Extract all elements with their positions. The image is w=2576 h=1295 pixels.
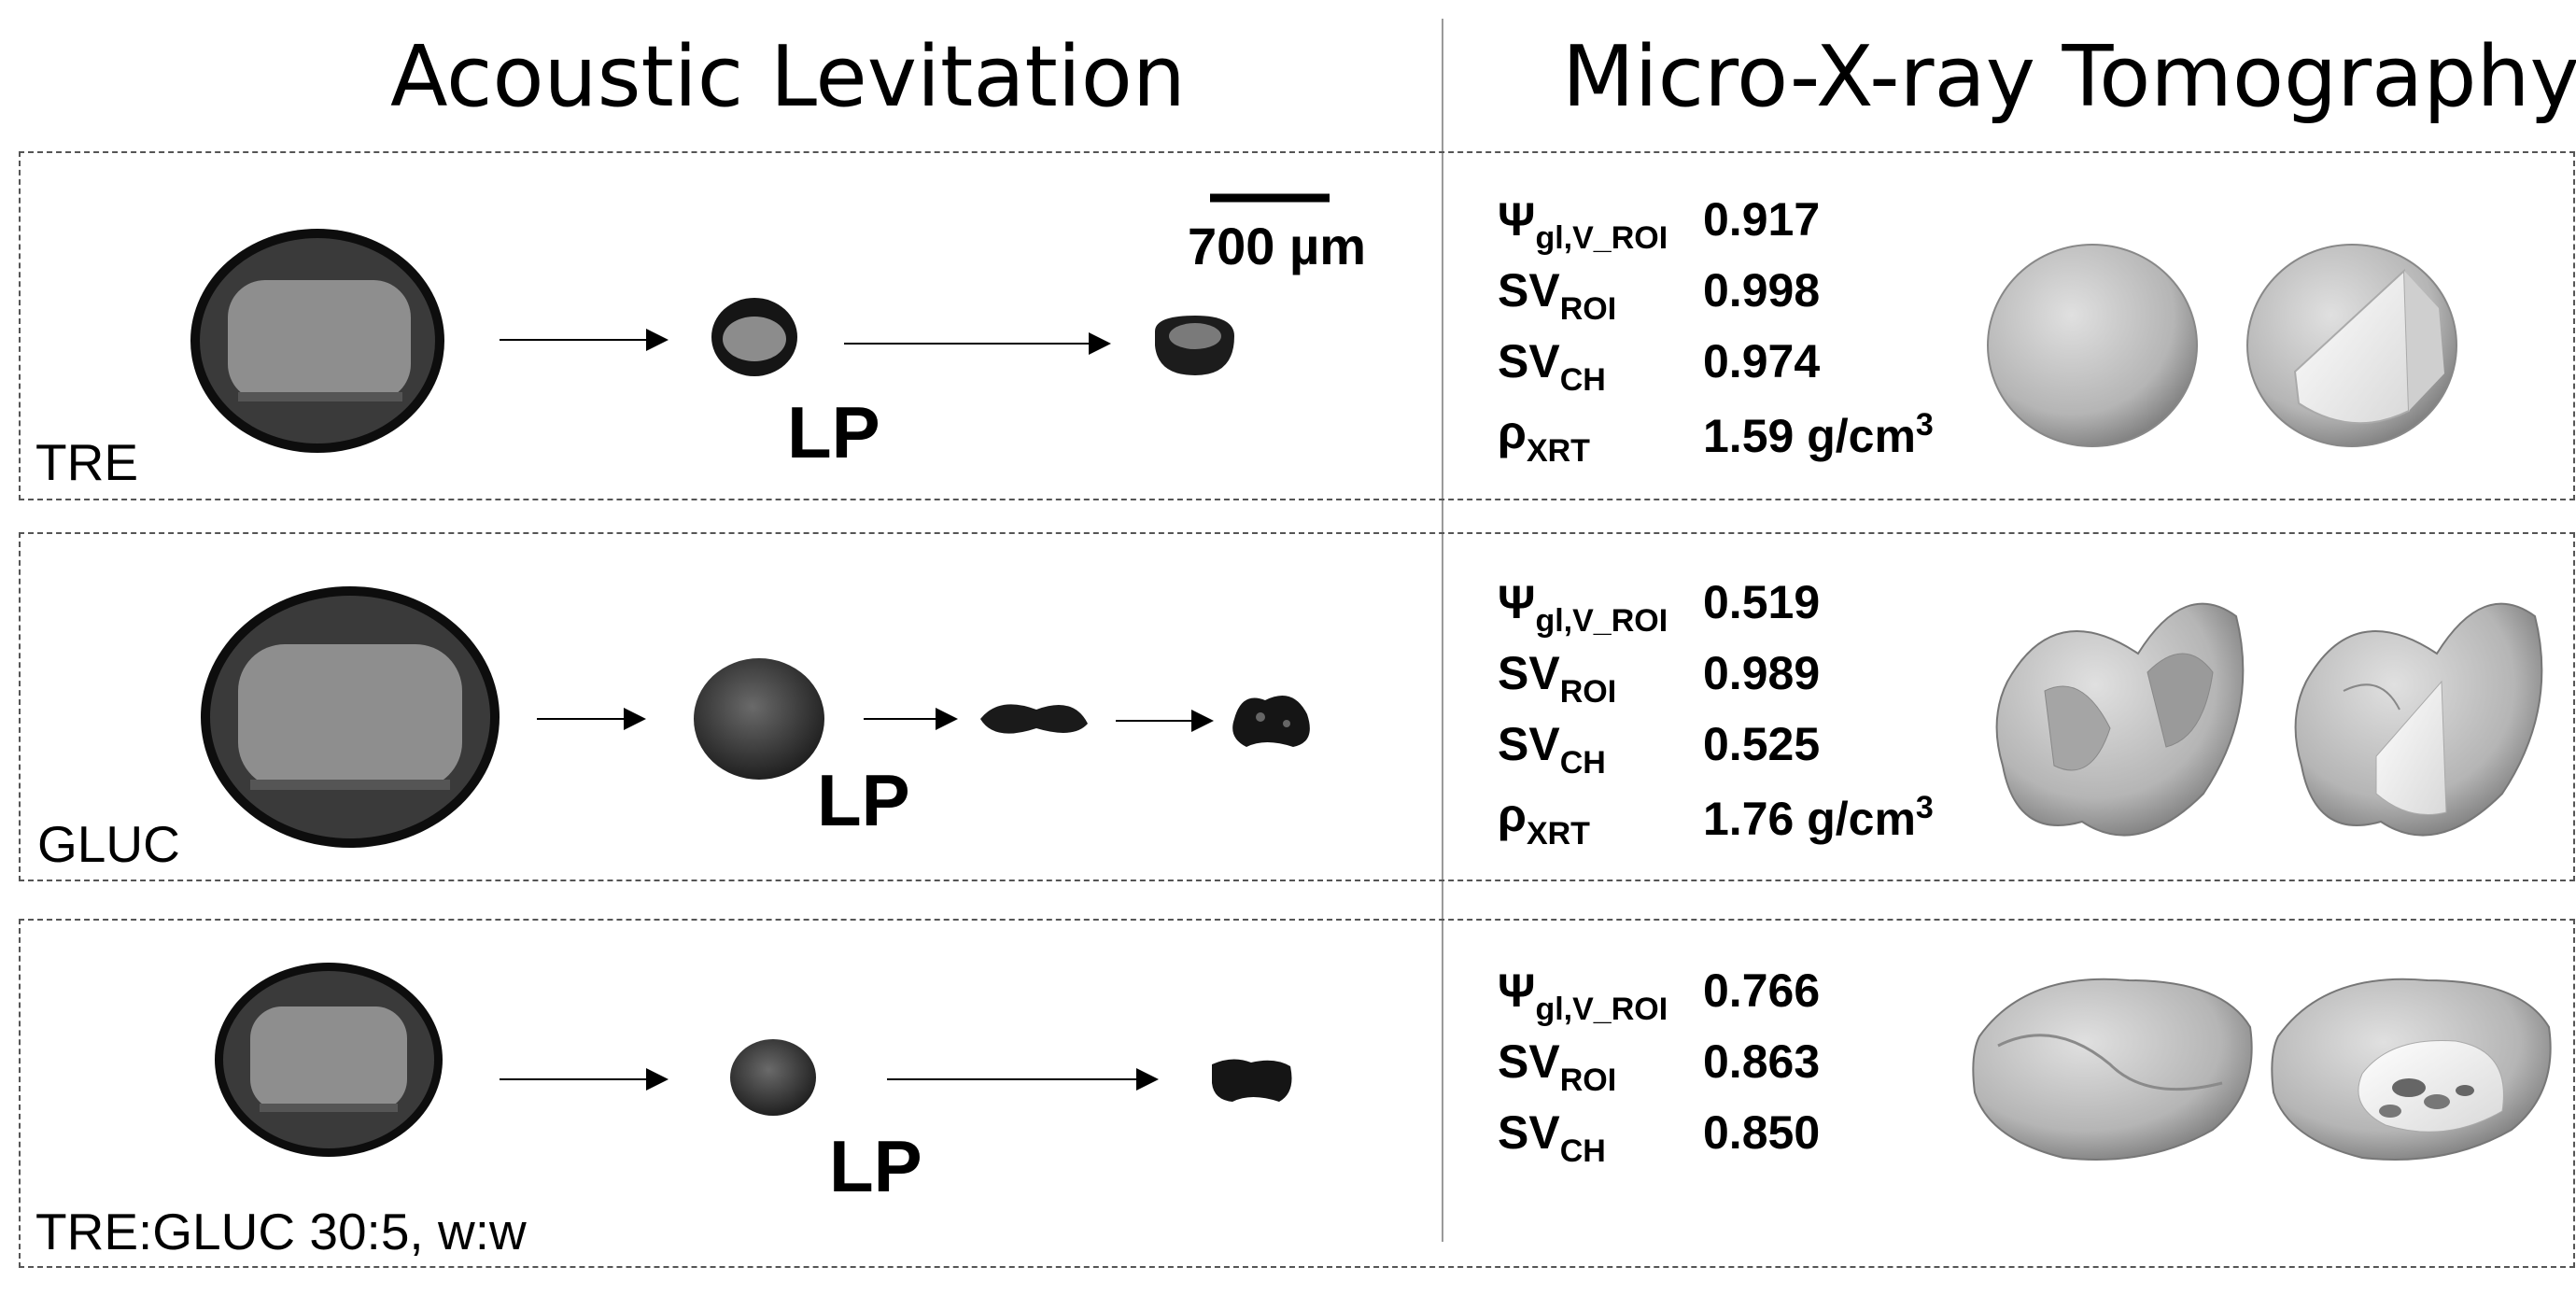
mix-tomography-cutaway [2271,978,2552,1161]
tre-initial-droplet [190,229,444,453]
metric-density-value: 1.59 g/cm3 [1703,407,1934,462]
metric-sphericity-value: 0.519 [1703,576,1821,628]
scale-bar-label: 700 µm [1188,217,1367,275]
metric-sphericity-value: 0.917 [1703,193,1821,246]
metric-sphericity-value: 0.766 [1703,964,1821,1017]
row-label-tre: TRE [35,433,138,491]
metric-sv-ch-value: 0.974 [1703,335,1821,387]
metric-density-name: ρXRT [1498,406,1590,469]
lp-label-mix: LP [829,1125,922,1207]
mix-lp-droplet [730,1039,816,1116]
lp-label-gluc: LP [817,759,910,841]
metric-sv-ch-name: SVCH [1498,718,1606,781]
mix-initial-droplet [215,963,443,1157]
metric-sv-ch-name: SVCH [1498,335,1606,398]
tre-final-particle [1155,316,1234,375]
metric-sv-roi-name: SVROI [1498,647,1617,710]
gluc-tomography-cutaway [2294,602,2543,837]
metric-density-name: ρXRT [1498,789,1590,852]
row-label-mix: TRE:GLUC 30:5, w:w [35,1203,527,1260]
gluc-tomography-render [1995,602,2245,837]
metric-density-value: 1.76 g/cm3 [1703,790,1934,845]
column-divider [1442,19,1443,1242]
acoustic-levitation-title: Acoustic Levitation [390,28,1186,126]
metric-sphericity-name: Ψgl,V_ROI [1498,964,1668,1027]
row-tre-box [19,151,2575,500]
gluc-initial-droplet [201,586,500,848]
mix-tomography-render [1972,978,2253,1161]
metric-sv-ch-value: 0.525 [1703,718,1821,770]
row-gluc-box [19,532,2575,881]
mix-final-particle [1212,1059,1292,1102]
lp-label-tre: LP [787,391,880,473]
row-label-gluc: GLUC [37,815,180,873]
gluc-intermediate-particle [980,704,1088,734]
tre-tomography-cutaway [2246,244,2457,447]
gluc-lp-droplet [694,658,824,780]
metric-sv-roi-value: 0.863 [1703,1035,1821,1088]
metric-sv-roi-value: 0.989 [1703,647,1821,699]
tre-tomography-render [1987,244,2198,447]
metric-sphericity-name: Ψgl,V_ROI [1498,193,1668,256]
metric-sv-roi-name: SVROI [1498,1035,1617,1098]
metric-sv-roi-name: SVROI [1498,264,1617,327]
row-mix-box [19,919,2575,1268]
metric-sv-roi-value: 0.998 [1703,264,1821,317]
metric-sv-ch-name: SVCH [1498,1106,1606,1169]
micro-xray-tomography-title: Micro-X-ray Tomography [1562,28,2576,126]
metric-sphericity-name: Ψgl,V_ROI [1498,576,1668,639]
gluc-final-particle [1232,696,1310,747]
metric-sv-ch-value: 0.850 [1703,1106,1821,1159]
tre-lp-droplet [711,298,797,376]
